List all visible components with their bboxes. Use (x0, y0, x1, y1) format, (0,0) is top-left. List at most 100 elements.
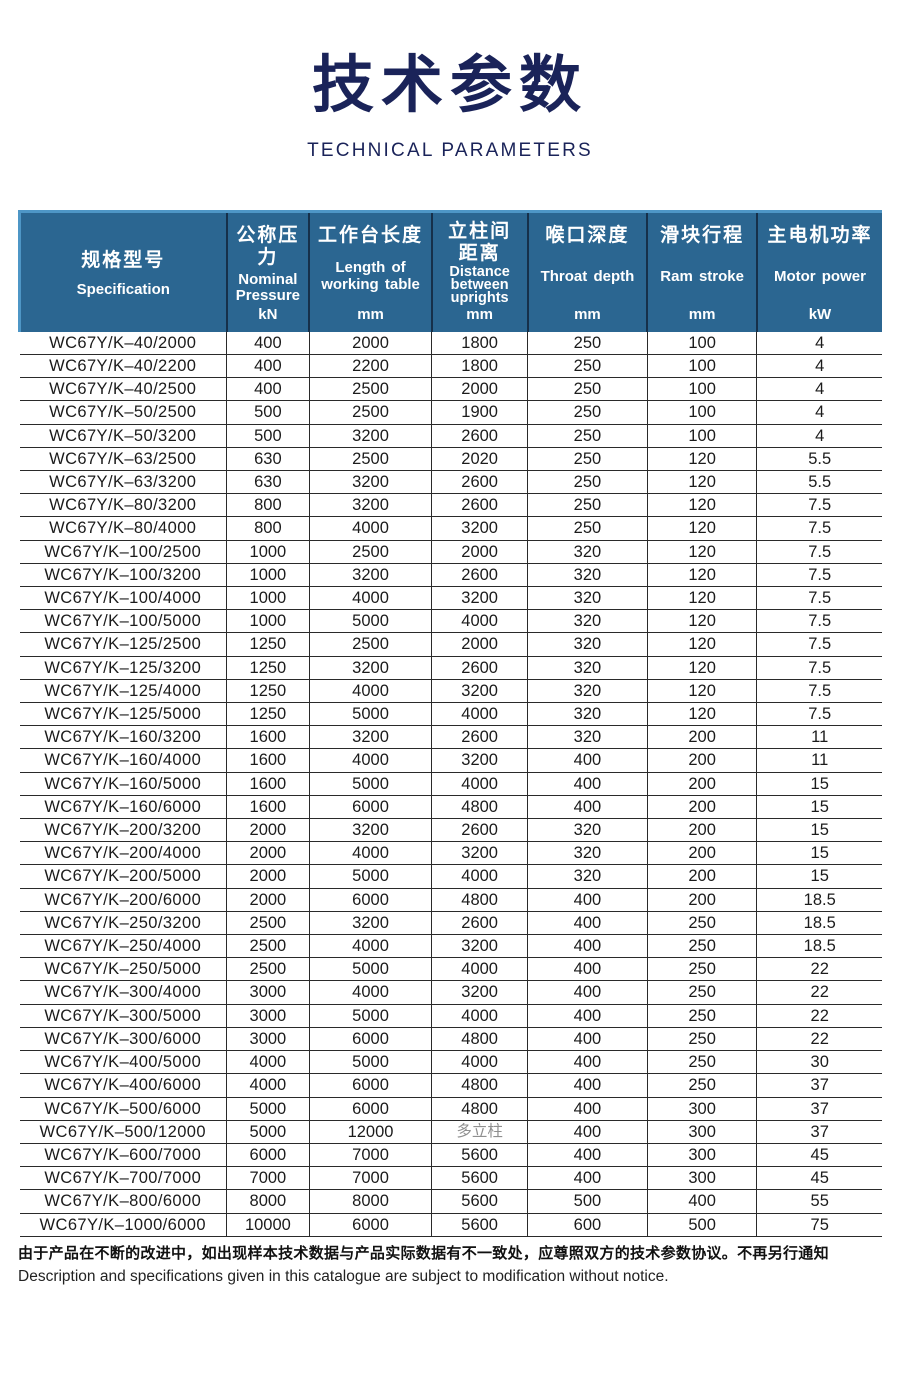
value-cell: 400 (226, 377, 310, 402)
column-label-zh: 主电机功率 (767, 225, 873, 246)
column-label-en: Nominal Pressure (235, 270, 300, 304)
value-cell: 250 (647, 957, 758, 982)
spec-cell: WC67Y/K–80/4000 (19, 516, 227, 541)
value-cell: 6000 (309, 1027, 433, 1052)
value-cell: 100 (647, 354, 758, 379)
value-cell: 300 (647, 1143, 758, 1168)
value-cell: 3200 (309, 470, 433, 495)
value-cell: 200 (647, 888, 758, 912)
page-subtitle: TECHNICAL PARAMETERS (307, 140, 593, 161)
spec-cell: WC67Y/K–63/2500 (19, 447, 227, 472)
value-cell: 100 (647, 331, 758, 355)
value-cell: 400 (527, 1050, 648, 1075)
value-cell: 5000 (309, 957, 433, 982)
spec-cell: WC67Y/K–40/2200 (19, 354, 227, 379)
value-cell: 300 (647, 1120, 758, 1144)
value-cell: 4 (756, 331, 882, 355)
value-cell: 18.5 (756, 911, 882, 936)
column-unit: kW (808, 305, 832, 323)
value-cell: 2600 (431, 563, 528, 588)
value-cell: 2000 (226, 864, 310, 889)
value-cell: 4000 (309, 516, 433, 541)
value-cell: 37 (756, 1120, 882, 1144)
value-cell: 3200 (309, 725, 433, 750)
table-row: WC67Y/K–100/5000 1000 5000 4000 320 120 7.5 (19, 609, 882, 634)
disclaimer-en: Description and specifications given in … (18, 1267, 669, 1285)
value-cell: 2500 (309, 540, 433, 564)
spec-cell: WC67Y/K–250/4000 (19, 934, 227, 959)
value-cell: 2500 (226, 934, 310, 959)
table-row: WC67Y/K–100/3200 1000 3200 2600 320 120 7.5 (19, 563, 882, 588)
value-cell: 250 (647, 1073, 758, 1098)
value-cell: 2500 (309, 377, 433, 402)
value-cell: 4000 (309, 586, 433, 611)
value-cell: 250 (527, 470, 648, 495)
spec-cell: WC67Y/K–125/4000 (19, 679, 227, 704)
column-label-zh-line2: 距离 (458, 243, 501, 265)
value-cell: 200 (647, 725, 758, 750)
value-cell: 320 (527, 679, 648, 704)
value-cell: 5600 (431, 1143, 528, 1168)
value-cell: 320 (527, 563, 648, 588)
value-cell: 5000 (309, 1050, 433, 1075)
value-cell: 1250 (226, 656, 310, 680)
value-cell: 5.5 (756, 447, 882, 472)
value-cell: 3200 (309, 656, 433, 680)
value-cell: 37 (756, 1097, 882, 1121)
value-cell: 7.5 (756, 516, 882, 541)
value-cell: 120 (647, 470, 758, 495)
value-cell: 1000 (226, 609, 310, 634)
value-cell: 250 (527, 516, 648, 541)
value-cell: 1250 (226, 632, 310, 657)
value-cell: 4800 (431, 795, 528, 820)
value-cell: 3000 (226, 1004, 310, 1028)
spec-cell: WC67Y/K–250/5000 (19, 957, 227, 982)
value-cell: 1600 (226, 748, 310, 773)
value-cell: 5000 (309, 1004, 433, 1028)
table-row: WC67Y/K–300/6000 3000 6000 4800 400 250 22 (19, 1027, 882, 1052)
table-row: WC67Y/K–80/4000 800 4000 3200 250 120 7.5 (19, 516, 882, 541)
column-label-zh: 工作台长度 (318, 225, 424, 246)
value-cell: 3200 (431, 748, 528, 773)
table-row: WC67Y/K–200/6000 2000 6000 4800 400 200 18.5 (19, 888, 882, 912)
value-cell: 4000 (431, 1050, 528, 1075)
table-row: WC67Y/K–63/2500 630 2500 2020 250 120 5.5 (19, 447, 882, 472)
table-row: WC67Y/K–400/5000 4000 5000 4000 400 250 30 (19, 1050, 882, 1075)
value-cell: 4000 (431, 957, 528, 982)
value-cell: 3200 (431, 934, 528, 959)
value-cell: 3200 (431, 679, 528, 704)
value-cell: 3200 (309, 563, 433, 588)
table-row: WC67Y/K–40/2000 400 2000 1800 250 100 4 (19, 331, 882, 355)
spec-cell: WC67Y/K–100/3200 (19, 563, 227, 588)
value-cell: 2500 (309, 447, 433, 472)
table-row: WC67Y/K–700/7000 7000 7000 5600 400 300 45 (19, 1166, 882, 1191)
value-cell: 3200 (431, 516, 528, 541)
column-unit: mm (466, 305, 493, 323)
value-cell: 320 (527, 702, 648, 727)
value-cell: 250 (527, 447, 648, 472)
value-cell: 4 (756, 354, 882, 379)
spec-cell: WC67Y/K–400/5000 (19, 1050, 227, 1075)
header-row: 规格型号 Specification 公称压力 Nominal Pressure… (18, 209, 882, 332)
value-cell: 22 (756, 980, 882, 1005)
column-label-en: Distance between uprights (449, 263, 510, 307)
value-cell: 4800 (431, 1097, 528, 1121)
value-cell: 5000 (309, 702, 433, 727)
value-cell: 3200 (309, 818, 433, 843)
value-cell: 2600 (431, 424, 528, 448)
table-row: WC67Y/K–50/2500 500 2500 1900 250 100 4 (19, 400, 882, 425)
value-cell: 4000 (309, 980, 433, 1005)
value-cell: 18.5 (756, 934, 882, 959)
table-row: WC67Y/K–125/5000 1250 5000 4000 320 120 7.5 (19, 702, 882, 727)
value-cell: 400 (527, 980, 648, 1005)
value-cell: 100 (647, 377, 758, 402)
value-cell: 4800 (431, 1073, 528, 1098)
value-cell: 3000 (226, 980, 310, 1005)
spec-cell: WC67Y/K–600/7000 (19, 1143, 227, 1168)
value-cell: 15 (756, 841, 882, 866)
value-cell: 7000 (226, 1166, 310, 1191)
value-cell: 6000 (309, 795, 433, 820)
table-row: WC67Y/K–600/7000 6000 7000 5600 400 300 45 (19, 1143, 882, 1168)
value-cell: 4000 (226, 1050, 310, 1075)
